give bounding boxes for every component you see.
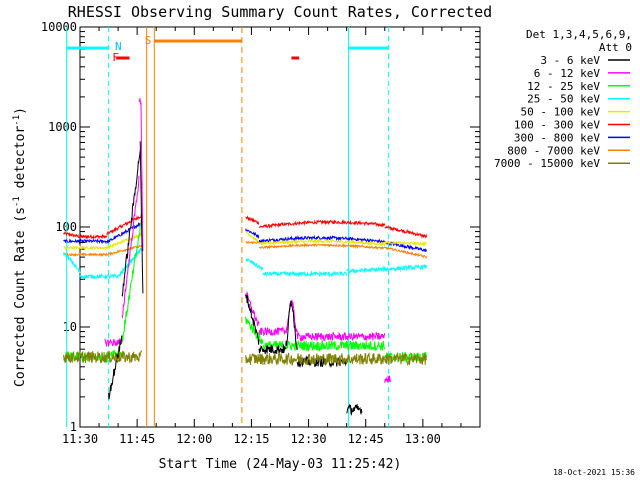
y-tick-label: 10 <box>63 320 77 334</box>
series-line-50-100kev <box>63 230 428 251</box>
y-tick-label: 1000 <box>48 120 77 134</box>
y-tick-label: 100 <box>55 220 77 234</box>
legend-label: 3 - 6 keV <box>540 54 600 67</box>
y-tick-label: 1 <box>70 420 77 434</box>
y-axis-label-end: ) <box>13 107 28 115</box>
legend-header-line2: Att 0 <box>599 41 632 54</box>
plot-area: 1 10 100 1000 10000 11:30 11:45 12:00 12:15 12:30… <box>41 20 481 446</box>
x-axis-label: Start Time (24-May-03 11:25:42) <box>159 457 402 472</box>
series-line-7000-15000kev <box>63 349 428 366</box>
legend-label: 25 - 50 keV <box>527 93 600 106</box>
x-tick-label: 11:45 <box>119 432 155 446</box>
y-axis-label-main: Corrected Count Rate (s <box>13 207 28 387</box>
series-line-25-50kev <box>63 247 428 280</box>
x-tick-label: 11:30 <box>62 432 98 446</box>
y-axis-label-mid: detector <box>13 126 28 197</box>
legend-label: 100 - 300 keV <box>514 119 600 132</box>
x-tick-label: 13:00 <box>405 432 441 446</box>
legend-header-line1: Det 1,3,4,5,6,9, <box>526 28 632 41</box>
y-tick-label: 10000 <box>41 20 77 34</box>
legend-label: 300 - 800 keV <box>514 131 600 144</box>
series-line-300-800kev <box>63 222 428 253</box>
y-axis-label-sup1: -1 <box>12 196 22 207</box>
legend-label: 800 - 7000 keV <box>507 144 600 157</box>
series-line-100-300kev <box>63 214 428 240</box>
series-line-800-7000kev <box>63 240 428 259</box>
x-tick-label: 12:15 <box>233 432 269 446</box>
flag-label-s: S <box>145 34 152 47</box>
x-tick-label: 12:00 <box>176 432 212 446</box>
x-tick-label: 12:45 <box>348 432 384 446</box>
legend-label: 12 - 25 keV <box>527 80 600 93</box>
series-line-3-6kev <box>108 141 363 416</box>
flag-label-n: N <box>115 40 122 53</box>
x-tick-label: 12:30 <box>291 432 327 446</box>
chart-title: RHESSI Observing Summary Count Rates, Co… <box>68 3 492 21</box>
y-axis-label: Corrected Count Rate (s-1 detector-1) <box>12 107 28 387</box>
y-axis-label-sup2: -1 <box>12 115 22 126</box>
footer-timestamp: 18-Oct-2021 15:36 <box>553 468 635 477</box>
legend-label: 7000 - 15000 keV <box>494 157 600 170</box>
legend-label: 50 - 100 keV <box>521 106 601 119</box>
flag-label-f: F <box>112 51 119 64</box>
legend-label: 6 - 12 keV <box>534 67 601 80</box>
